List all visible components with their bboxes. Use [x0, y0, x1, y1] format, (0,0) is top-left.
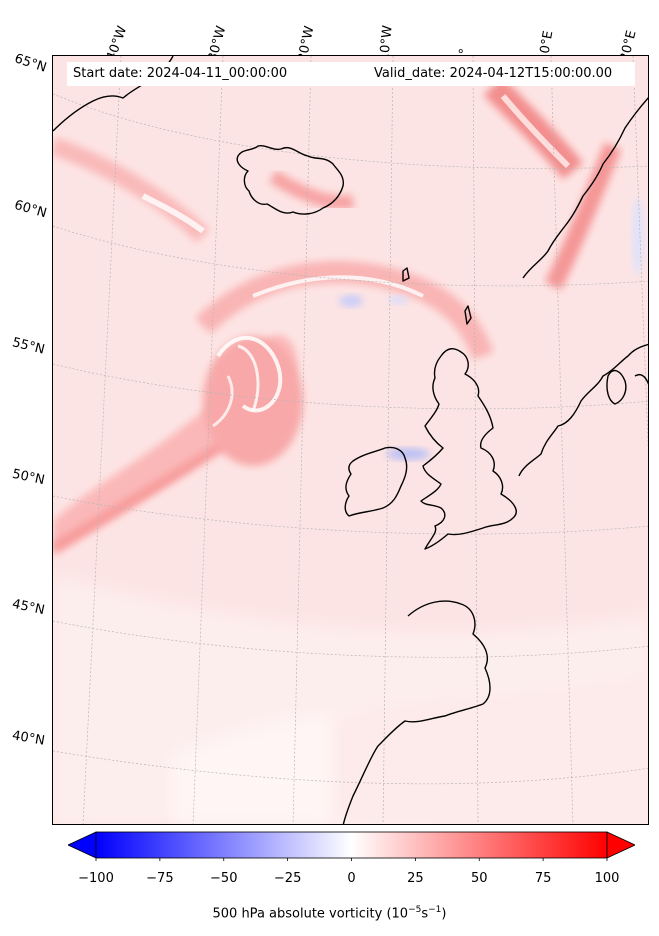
- field-iberia-zone: [333, 676, 648, 824]
- colorbar-gradient: [95, 831, 608, 859]
- graticule-lon-0: [472, 56, 479, 824]
- vorticity-field: [53, 56, 648, 824]
- field-arc-white: [252, 275, 424, 298]
- field-iceland-band: [269, 170, 355, 210]
- colorbar-tick-label: −75: [146, 871, 174, 886]
- field-negative-patch-east: [632, 196, 644, 276]
- graticule-lon-40w: [82, 56, 122, 824]
- colorbar-title-end: ): [441, 906, 447, 922]
- lat-label-40n: 40°N: [10, 728, 46, 749]
- colorbar-title-mid: s: [421, 906, 429, 922]
- coast-faroe: [402, 267, 410, 282]
- graticule: [53, 56, 648, 824]
- colorbar: [68, 831, 635, 861]
- lat-label-60n: 60°N: [12, 197, 49, 222]
- colorbar-title: 500 hPa absolute vorticity (10−5s−1): [0, 905, 659, 921]
- lat-label-55n: 55°N: [10, 335, 47, 358]
- field-lobe-white-streak-3: [212, 375, 234, 428]
- lat-label-65n: 65°N: [12, 51, 49, 76]
- coastlines: [53, 56, 648, 824]
- graticule-lon-20e: [632, 56, 648, 450]
- graticule-lon-20w: [292, 56, 312, 824]
- field-negative-patch-north: [339, 295, 363, 307]
- graticule-lat-55: [53, 363, 648, 410]
- coast-france-iberia: [342, 600, 491, 824]
- vorticity-map: [53, 56, 648, 824]
- field-greenland-white: [141, 193, 205, 234]
- coast-great-britain: [420, 348, 517, 550]
- coast-ireland: [344, 446, 408, 517]
- field-negative-patch-irish-sea: [386, 448, 430, 460]
- lat-label-50n: 50°N: [10, 466, 46, 489]
- graticule-lon-10e: [550, 56, 574, 824]
- graticule-lat-40: [53, 750, 648, 785]
- colorbar-tick-label: −100: [78, 871, 114, 886]
- coast-norway: [522, 97, 648, 279]
- colorbar-title-main: 500 hPa absolute vorticity (10: [212, 906, 409, 922]
- colorbar-title-exp1: −5: [408, 905, 422, 915]
- colorbar-title-exp2: −1: [428, 905, 442, 915]
- colorbar-tick-label: 75: [534, 871, 552, 886]
- colorbar-high-extend: [606, 831, 635, 859]
- graticule-lat-65: [53, 93, 648, 169]
- coast-iceland: [236, 144, 345, 215]
- field-norway-band: [544, 142, 622, 291]
- graticule-lat-45: [53, 620, 648, 658]
- valid-date-text: Valid_date: 2024-04-12T15:00:00.00: [374, 66, 613, 81]
- colorbar-tick-label: 100: [594, 871, 620, 886]
- coast-sweden-tip: [634, 374, 648, 385]
- valid-date-box: Valid_date: 2024-04-12T15:00:00.00: [363, 62, 635, 86]
- map-panel[interactable]: [52, 55, 649, 825]
- colorbar-low-extend: [68, 831, 97, 859]
- field-lobe-white-streak-1: [216, 335, 283, 413]
- coast-denmark: [606, 369, 627, 405]
- start-date-text: Start date: 2024-04-11_00:00:00: [73, 66, 288, 81]
- graticule-lon-30w: [192, 56, 224, 824]
- colorbar-tick-label: −50: [210, 871, 238, 886]
- graticule-lon-10w: [382, 56, 394, 824]
- lat-label-45n: 45°N: [10, 596, 46, 619]
- colorbar-tick-marks: [95, 858, 608, 861]
- colorbar-tick-label: −25: [273, 871, 302, 886]
- coast-benelux-germany: [518, 343, 648, 477]
- graticule-lat-50: [53, 495, 648, 535]
- field-lobe-white-streak-2: [237, 344, 260, 412]
- coast-shetland: [464, 305, 472, 325]
- start-date-box: Start date: 2024-04-11_00:00:00: [67, 62, 363, 86]
- field-negative-patch-north-2: [388, 296, 408, 304]
- colorbar-tick-label: 25: [407, 871, 424, 886]
- field-norwegian-white: [500, 94, 571, 169]
- colorbar-tick-label: 50: [470, 871, 488, 886]
- colorbar-tick-label: 0: [347, 871, 356, 886]
